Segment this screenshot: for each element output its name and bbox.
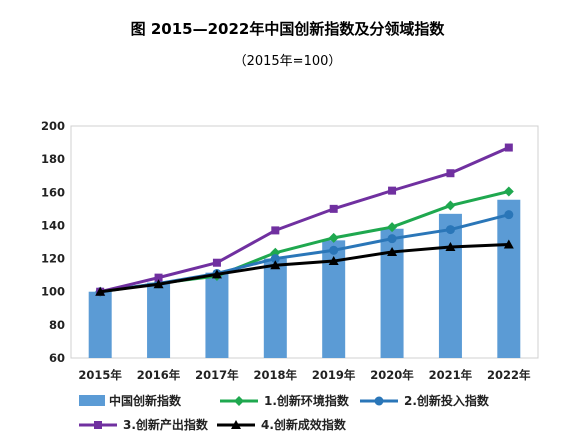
legend-label: 1.创新环境指数 [264,393,350,408]
legend-label: 中国创新指数 [109,393,182,408]
line-series [95,239,514,296]
x-tick-label: 2015年 [78,368,122,382]
series-marker [231,420,241,429]
x-tick-label: 2020年 [370,368,414,382]
x-axis-ticks: 2015年 2016年 2017年 2018年 2019年 2020年 2021年 2022年 [78,368,531,382]
series-marker [374,396,384,406]
y-axis-ticks: 60 80 100 120 140 160 180 200 [41,119,65,365]
series-marker [388,186,397,195]
series-marker [328,232,339,243]
y-tick-label: 180 [41,152,65,166]
bar-series [88,199,521,358]
series-marker [234,396,244,406]
series-marker [387,246,398,256]
series-marker [446,169,455,178]
series-marker [329,245,339,255]
series-marker [445,225,455,235]
x-tick-label: 2017年 [195,368,239,382]
bar [380,228,404,358]
bar [263,258,287,358]
x-tick-label: 2019年 [312,368,356,382]
series-marker [154,273,163,282]
series-marker [504,143,513,152]
x-tick-label: 2022年 [487,368,531,382]
chart-title: 图 2015—2022年中国创新指数及分领域指数 [130,20,445,38]
y-tick-label: 100 [41,285,65,299]
series-marker [328,256,339,266]
chart-subtitle: （2015年=100） [233,54,342,69]
series-line [99,242,509,294]
x-tick-label: 2016年 [137,368,181,382]
series-marker [445,200,456,211]
series-marker [445,241,456,251]
series-marker [503,186,514,197]
y-tick-label: 160 [41,185,65,199]
series-marker [387,234,397,244]
series-marker [503,239,514,249]
legend-label: 2.创新投入指数 [404,393,490,408]
legend-label: 3.创新产出指数 [123,417,209,432]
plot-frame [70,125,539,359]
series-marker [212,258,221,267]
y-tick-label: 80 [49,318,65,332]
bar [147,282,171,358]
series-marker [153,279,164,289]
x-tick-label: 2018年 [254,368,298,382]
series-marker [504,210,514,220]
bar [438,213,462,358]
bar [205,272,229,358]
series-marker [211,269,222,279]
series-marker [95,286,106,296]
legend-swatch [79,395,105,406]
legend: 中国创新指数 1.创新环境指数 2.创新投入指数 3.创新产出指数 4.创新成效指数 [79,393,490,432]
legend-label: 4.创新成效指数 [261,417,347,432]
y-tick-label: 60 [49,351,65,365]
bar [497,199,521,358]
series-marker [270,260,281,270]
series-marker [94,421,102,429]
line-series-group [95,143,514,297]
series-marker [270,254,280,264]
y-tick-label: 200 [41,119,65,133]
bar [88,291,112,358]
series-marker [329,204,338,213]
x-tick-label: 2021年 [429,368,473,382]
series-marker [271,226,280,235]
series-line [99,146,510,294]
y-tick-label: 140 [41,218,65,232]
series-marker [387,222,398,233]
bar [322,240,346,358]
y-tick-label: 120 [41,252,65,266]
